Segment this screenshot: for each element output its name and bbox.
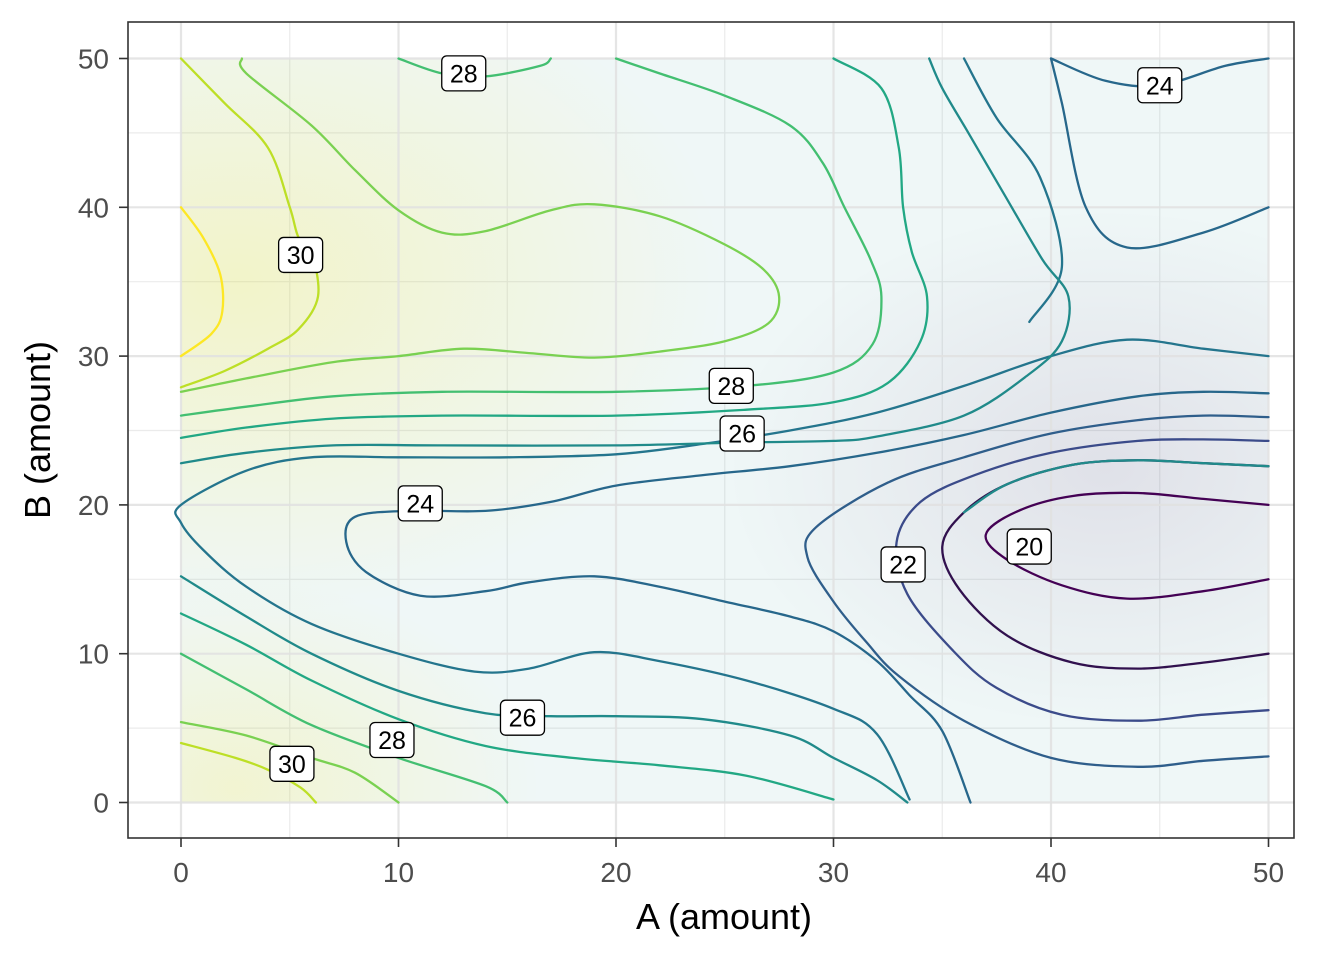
y-axis-title: B (amount) xyxy=(17,341,58,519)
contour-line-23-0 xyxy=(804,414,1270,768)
contour-label-value: 24 xyxy=(1146,72,1174,100)
contour-line-26-0 xyxy=(962,459,1270,514)
contour-label-value: 28 xyxy=(717,373,745,401)
contour-label-26-8: 26 xyxy=(499,699,546,736)
contour-label-30-10: 30 xyxy=(269,745,315,782)
contour-label-20-6: 20 xyxy=(1006,528,1052,565)
x-axis-title: A (amount) xyxy=(636,896,812,937)
contour-label-value: 20 xyxy=(1015,534,1043,562)
contour-line-24-1 xyxy=(1049,57,1270,250)
contour-label-value: 26 xyxy=(728,420,756,448)
y-tick-label-20: 20 xyxy=(78,490,109,521)
contour-label-box xyxy=(441,55,487,92)
y-tick-label-40: 40 xyxy=(78,192,109,223)
contour-label-box xyxy=(277,236,324,274)
contour-line-30-1 xyxy=(179,741,318,804)
contour-label-28-3: 28 xyxy=(708,367,754,405)
contour-label-value: 24 xyxy=(406,490,434,518)
contour-line-26-1 xyxy=(179,57,1071,465)
y-tick-label-0: 0 xyxy=(93,788,109,819)
contour-label-box xyxy=(1006,528,1052,565)
contour-line-30_5-0 xyxy=(179,206,225,358)
x-tick-label-0: 0 xyxy=(173,857,189,888)
contour-label-value: 28 xyxy=(378,727,406,755)
contour-labels: 28 24 30 28 26 24 20 22 26 28 30 xyxy=(269,55,1183,782)
contour-label-box xyxy=(269,745,315,782)
contour-label-value: 28 xyxy=(450,60,478,88)
contour-line-29-0 xyxy=(179,57,781,393)
contour-label-value: 30 xyxy=(278,751,306,779)
x-tick-label-30: 30 xyxy=(818,857,849,888)
contour-label-box xyxy=(719,415,765,452)
contour-line-24-0 xyxy=(344,390,1270,804)
major-gridlines xyxy=(128,22,1294,838)
contour-line-25-1 xyxy=(962,57,1064,324)
x-tick-label-50: 50 xyxy=(1253,857,1284,888)
x-tick-label-20: 20 xyxy=(600,857,631,888)
contour-line-20-0 xyxy=(984,491,1270,600)
y-tick-label-50: 50 xyxy=(78,44,109,75)
x-axis: 0 10 20 30 40 50 xyxy=(173,838,1284,888)
contour-label-value: 26 xyxy=(509,705,537,733)
contour-label-26-4: 26 xyxy=(719,415,765,452)
y-axis: 0 10 20 30 40 50 xyxy=(78,44,128,819)
contour-label-24-1: 24 xyxy=(1137,67,1183,104)
y-tick-label-10: 10 xyxy=(78,639,109,670)
contour-label-22-7: 22 xyxy=(880,546,926,583)
y-tick-label-30: 30 xyxy=(78,341,109,372)
contour-label-box xyxy=(397,485,443,522)
contour-label-value: 22 xyxy=(889,551,917,579)
contour-label-box xyxy=(499,699,546,736)
contour-line-26-2 xyxy=(179,575,909,804)
contour-label-24-5: 24 xyxy=(397,485,443,522)
contour-label-28-9: 28 xyxy=(369,721,415,759)
contour-label-box xyxy=(880,546,926,583)
contour-label-box xyxy=(708,367,754,405)
contour-label-30-2: 30 xyxy=(277,236,324,274)
contour-line-25-0 xyxy=(174,338,1270,801)
contour-label-box xyxy=(369,721,415,759)
contour-line-28-0 xyxy=(179,57,883,417)
contour-line-27-1 xyxy=(179,612,835,801)
contour-line-28-1 xyxy=(179,652,509,804)
panel-border xyxy=(127,21,1295,839)
contour-label-28-0: 28 xyxy=(441,55,487,92)
contour-label-value: 30 xyxy=(287,242,315,270)
contour-label-box xyxy=(1137,67,1183,104)
contour-line-27-0 xyxy=(179,57,929,440)
x-tick-label-10: 10 xyxy=(383,857,414,888)
contour-lines xyxy=(174,57,1270,804)
x-tick-label-40: 40 xyxy=(1035,857,1066,888)
